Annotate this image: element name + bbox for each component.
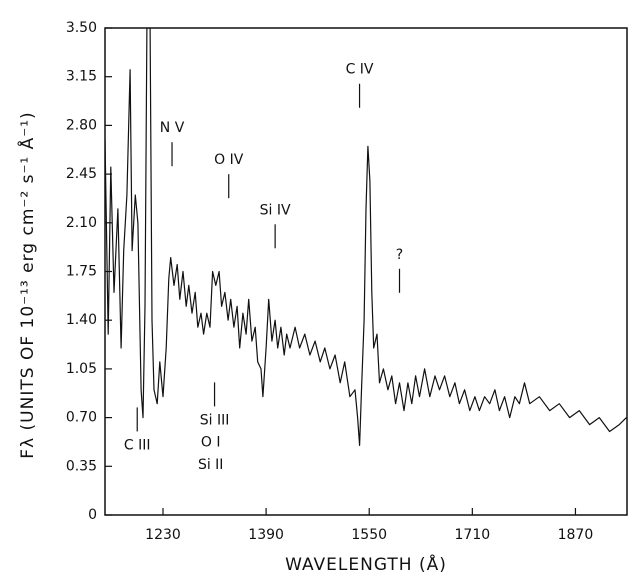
y-tick-label: 0.70: [66, 410, 97, 426]
line-label: C IV: [346, 62, 374, 78]
x-tick-label: 1870: [558, 527, 594, 543]
x-tick-label: 1230: [145, 527, 181, 543]
y-tick-label: 2.45: [66, 166, 97, 182]
y-tick-label: 0.35: [66, 458, 97, 474]
y-tick-label: 0: [88, 507, 97, 523]
y-axis-title: Fλ (UNITS OF 10⁻¹³ erg cm⁻² s⁻¹ Å⁻¹): [16, 111, 38, 458]
y-tick-label: 1.75: [66, 264, 97, 280]
line-label: Si II: [198, 457, 223, 473]
y-tick-label: 3.15: [66, 69, 97, 85]
spectrum-line: [105, 28, 627, 446]
line-label: Si IV: [260, 202, 291, 218]
line-label: ?: [396, 247, 403, 263]
x-tick-label: 1710: [455, 527, 491, 543]
y-tick-label: 2.10: [66, 215, 97, 231]
x-axis-title: WAVELENGTH (Å): [285, 553, 447, 575]
x-tick-label: 1550: [351, 527, 387, 543]
y-tick-label: 2.80: [66, 117, 97, 133]
y-tick-label: 3.50: [66, 20, 97, 36]
y-tick-label: 1.40: [66, 312, 97, 328]
line-label: C III: [124, 437, 151, 453]
line-label: O I: [201, 435, 221, 451]
line-label: N V: [160, 120, 185, 136]
line-label: O IV: [214, 152, 244, 168]
line-label: Si III: [200, 412, 230, 428]
y-tick-label: 1.05: [66, 361, 97, 377]
plot-area: [105, 28, 627, 446]
x-tick-label: 1390: [248, 527, 284, 543]
